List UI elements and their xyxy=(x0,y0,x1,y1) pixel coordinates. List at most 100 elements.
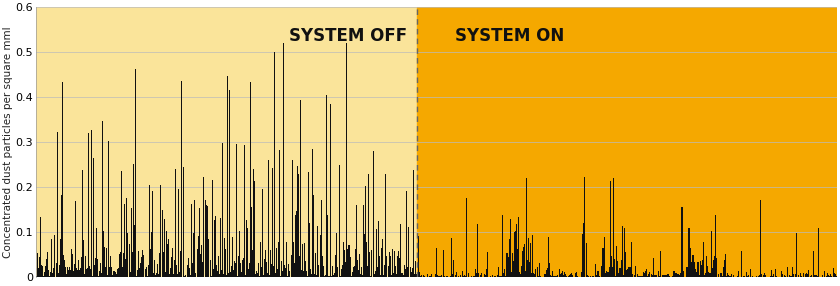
Bar xyxy=(252,250,253,277)
Bar xyxy=(335,255,336,277)
Bar xyxy=(381,249,382,277)
Bar xyxy=(747,276,748,277)
Bar xyxy=(468,273,470,277)
Bar xyxy=(451,238,452,277)
Bar xyxy=(695,269,696,277)
Bar xyxy=(155,273,157,277)
Bar xyxy=(791,267,793,277)
Bar xyxy=(199,208,200,277)
Bar xyxy=(113,271,115,277)
Bar xyxy=(349,245,350,277)
Bar xyxy=(362,275,363,277)
Bar xyxy=(228,90,230,277)
Bar xyxy=(193,233,194,277)
Bar xyxy=(399,258,400,277)
Bar xyxy=(154,260,155,277)
Bar xyxy=(306,271,307,277)
Bar xyxy=(655,275,657,277)
Bar xyxy=(555,276,556,277)
Bar xyxy=(218,275,220,277)
Bar xyxy=(220,218,221,277)
Bar xyxy=(394,251,395,277)
Bar xyxy=(531,273,533,277)
Bar xyxy=(678,275,679,277)
Bar xyxy=(363,205,364,277)
Bar xyxy=(159,253,160,277)
Bar xyxy=(720,273,721,277)
Bar xyxy=(315,253,316,277)
Bar xyxy=(436,248,437,277)
Bar xyxy=(307,276,308,277)
Bar xyxy=(480,275,481,277)
Bar xyxy=(548,268,549,277)
Bar xyxy=(515,231,517,277)
Bar xyxy=(634,275,636,277)
Bar xyxy=(417,273,418,277)
Bar xyxy=(267,273,268,277)
Bar xyxy=(440,276,441,277)
Bar xyxy=(707,271,709,277)
Bar xyxy=(207,239,209,277)
Bar xyxy=(302,244,303,277)
Bar xyxy=(293,242,294,277)
Bar xyxy=(659,276,660,277)
Bar xyxy=(96,228,97,277)
Bar xyxy=(89,265,90,277)
Bar xyxy=(323,265,324,277)
Text: SYSTEM ON: SYSTEM ON xyxy=(454,27,564,45)
Bar xyxy=(244,145,245,277)
Bar xyxy=(564,272,565,277)
Bar xyxy=(772,276,773,277)
Bar xyxy=(258,263,259,277)
Bar xyxy=(505,276,507,277)
Bar xyxy=(572,275,574,277)
Bar xyxy=(477,224,478,277)
Bar xyxy=(817,228,819,277)
Bar xyxy=(58,273,59,277)
Bar xyxy=(169,274,170,277)
Bar xyxy=(465,276,466,277)
Bar xyxy=(617,261,618,277)
Bar xyxy=(255,274,256,277)
Bar xyxy=(137,270,138,277)
Bar xyxy=(609,267,611,277)
Bar xyxy=(484,274,486,277)
Bar xyxy=(621,268,622,277)
Bar xyxy=(162,210,163,277)
Bar xyxy=(149,185,150,277)
Bar xyxy=(403,275,404,277)
Bar xyxy=(790,276,791,277)
Bar xyxy=(100,263,101,277)
Bar xyxy=(84,274,85,277)
Bar xyxy=(437,275,438,277)
Bar xyxy=(310,269,311,277)
Bar xyxy=(249,82,251,277)
Bar xyxy=(597,271,598,277)
Bar xyxy=(164,219,165,277)
Bar xyxy=(355,249,356,277)
Bar xyxy=(674,271,675,277)
Bar xyxy=(502,215,503,277)
Bar xyxy=(280,276,281,277)
Bar xyxy=(507,253,508,277)
Bar xyxy=(756,276,757,277)
Bar xyxy=(706,266,707,277)
Bar xyxy=(764,275,765,277)
Bar xyxy=(191,204,192,277)
Bar xyxy=(112,275,113,277)
Bar xyxy=(179,272,180,277)
Bar xyxy=(324,276,325,277)
Bar xyxy=(593,276,595,277)
Bar xyxy=(170,268,171,277)
Bar xyxy=(218,256,219,277)
Bar xyxy=(608,273,610,277)
Bar xyxy=(65,267,66,277)
Bar xyxy=(429,276,430,277)
Bar xyxy=(702,242,704,277)
Bar xyxy=(612,267,613,277)
Bar xyxy=(721,273,722,277)
Bar xyxy=(257,273,258,277)
Bar xyxy=(314,274,315,277)
Bar xyxy=(239,231,240,277)
Bar xyxy=(190,275,191,277)
